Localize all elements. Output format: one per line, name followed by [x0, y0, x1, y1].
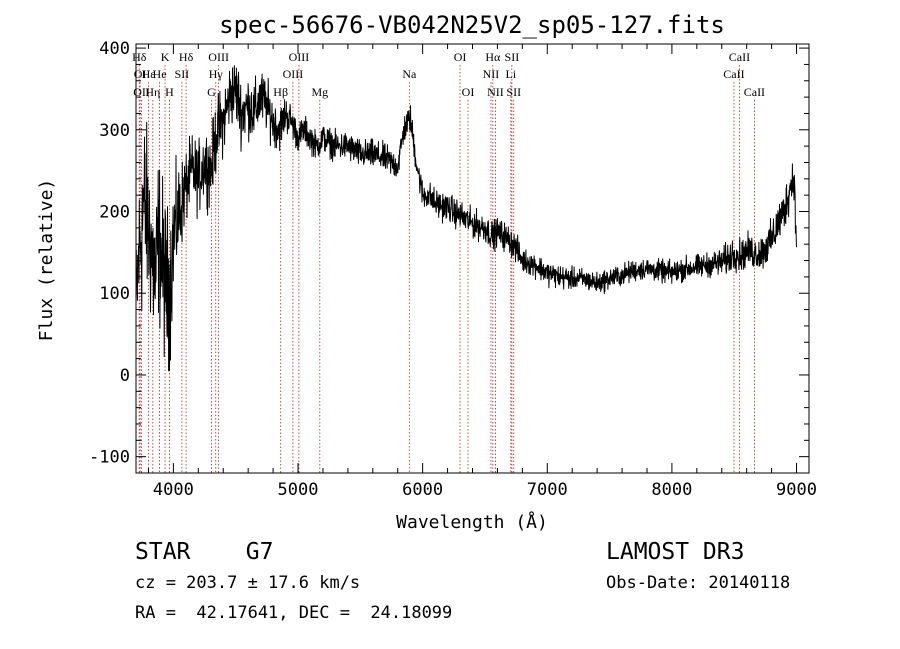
x-axis-label: Wavelength (Å)	[396, 511, 548, 533]
x-tick-label-5: 9000	[776, 480, 817, 500]
line-label-12: G	[207, 85, 216, 99]
flux-line	[135, 65, 797, 372]
line-label-22: NII	[487, 85, 504, 99]
line-label-16: Mg	[311, 85, 328, 99]
y-tick-label-0: -100	[89, 448, 130, 468]
survey-name: LAMOST DR3	[606, 539, 745, 565]
line-label-9: Hδ	[179, 50, 194, 64]
axis-ticks: 4000 5000 6000 7000 8000 9000 -100 0 100 200 300 40…	[89, 39, 817, 500]
line-label-14: OIII	[289, 50, 310, 64]
line-label-20: Hα	[485, 50, 501, 64]
line-label-21: NII	[483, 67, 500, 81]
line-label-27: CaII	[723, 67, 744, 81]
line-label-15: OIII	[283, 67, 304, 81]
line-label-11: Hγ	[209, 67, 224, 81]
line-label-5: He	[153, 67, 167, 81]
flux-series	[135, 65, 797, 372]
line-label-10: OIII	[208, 50, 229, 64]
line-label-25: SII	[506, 85, 521, 99]
line-label-13: Hβ	[273, 85, 288, 99]
object-class: STAR G7	[135, 539, 274, 565]
y-tick-label-3: 200	[99, 203, 130, 223]
y-axis-label: Flux (relative)	[36, 179, 57, 342]
line-label-0: Hδ	[132, 50, 147, 64]
line-label-18: OI	[454, 50, 467, 64]
line-label-23: SII	[505, 50, 520, 64]
line-label-1: OI	[134, 67, 147, 81]
x-tick-label-4: 8000	[651, 480, 692, 500]
coordinates: RA = 42.17641, DEC = 24.18099	[135, 603, 453, 623]
x-tick-label-1: 5000	[278, 480, 319, 500]
line-label-17: Na	[402, 67, 417, 81]
line-label-2: OII	[133, 85, 150, 99]
line-label-6: Hη	[145, 85, 160, 99]
y-tick-label-5: 400	[99, 39, 130, 59]
y-tick-label-4: 300	[99, 121, 130, 141]
line-label-28: CaII	[744, 85, 765, 99]
line-label-8: SII	[175, 67, 190, 81]
y-tick-label-2: 100	[99, 284, 130, 304]
y-tick-label-1: 0	[120, 366, 130, 386]
observation-date: Obs-Date: 20140118	[606, 573, 791, 593]
x-tick-label-3: 7000	[527, 480, 568, 500]
line-label-4: K	[161, 50, 170, 64]
line-label-3: Hε	[142, 67, 156, 81]
x-tick-label-2: 6000	[402, 480, 443, 500]
chart-title: spec-56676-VB042N25V2_sp05-127.fits	[219, 11, 725, 39]
line-label-24: Li	[506, 67, 517, 81]
line-label-7: H	[165, 85, 174, 99]
redshift-velocity: cz = 203.7 ± 17.6 km/s	[135, 573, 361, 593]
line-label-26: CaII	[729, 50, 750, 64]
x-tick-label-0: 4000	[153, 480, 194, 500]
line-label-19: OI	[462, 85, 475, 99]
